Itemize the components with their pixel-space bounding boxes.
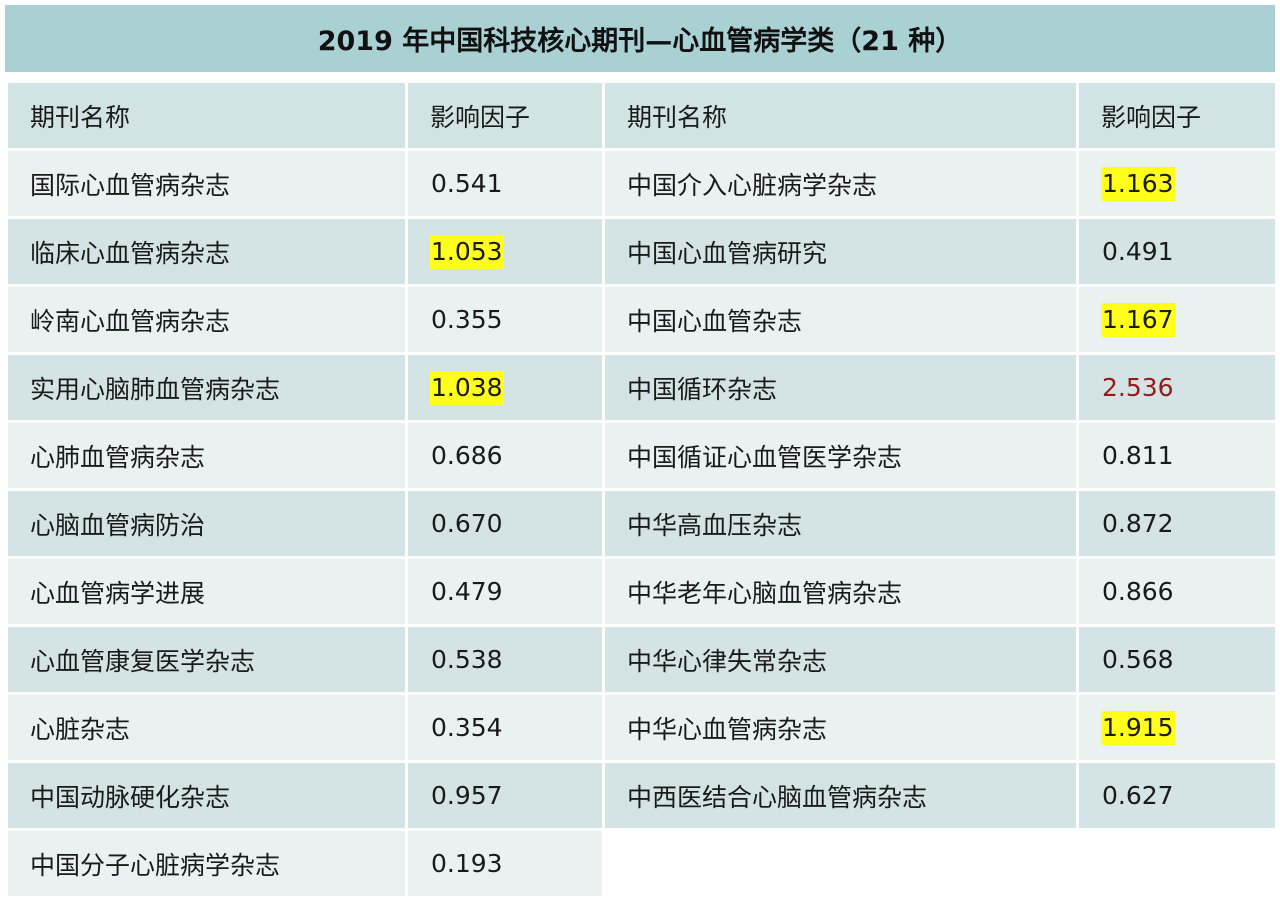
impact-factor-value: 0.538 <box>431 644 503 674</box>
impact-factor-value: 0.670 <box>431 508 503 538</box>
impact-factor-cell-left: 0.479 <box>405 556 605 627</box>
table-row: 临床心血管病杂志 1.053 中国心血管病研究 0.491 <box>5 216 1278 287</box>
impact-factor-value: 0.866 <box>1102 576 1174 606</box>
impact-factor-cell-right: 0.872 <box>1076 488 1278 559</box>
journal-name-left: 临床心血管病杂志 <box>5 216 408 287</box>
table-row: 中国分子心脏病学杂志 0.193 <box>5 828 1278 899</box>
impact-factor-cell-left: 1.053 <box>405 216 605 287</box>
journal-name-right: 中国介入心脏病学杂志 <box>602 148 1079 219</box>
impact-factor-cell-left: 0.538 <box>405 624 605 695</box>
impact-factor-value: 1.053 <box>430 234 504 269</box>
journal-table: 期刊名称 影响因子 期刊名称 影响因子 国际心血管病杂志 0.541 中国介入心脏病… <box>5 80 1278 899</box>
impact-factor-cell-left: 0.686 <box>405 420 605 491</box>
impact-factor-value: 0.957 <box>431 780 503 810</box>
journal-name-left: 中国动脉硬化杂志 <box>5 760 408 831</box>
table-row: 实用心脑肺血管病杂志 1.038 中国循环杂志 2.536 <box>5 352 1278 423</box>
journal-name-right: 中华高血压杂志 <box>602 488 1079 559</box>
table-body: 期刊名称 影响因子 期刊名称 影响因子 国际心血管病杂志 0.541 中国介入心脏病… <box>5 80 1278 899</box>
impact-factor-cell-right: 2.536 <box>1076 352 1278 423</box>
table-row: 中国动脉硬化杂志 0.957 中西医结合心脑血管病杂志 0.627 <box>5 760 1278 831</box>
impact-factor-value: 0.627 <box>1102 780 1174 810</box>
impact-factor-cell-left: 0.670 <box>405 488 605 559</box>
impact-factor-cell-left: 0.354 <box>405 692 605 763</box>
impact-factor-cell-right: 0.627 <box>1076 760 1278 831</box>
journal-name-right: 中国循环杂志 <box>602 352 1079 423</box>
table-row: 心脑血管病防治 0.670 中华高血压杂志 0.872 <box>5 488 1278 559</box>
impact-factor-value: 0.811 <box>1102 440 1174 470</box>
table-row: 心血管康复医学杂志 0.538 中华心律失常杂志 0.568 <box>5 624 1278 695</box>
impact-factor-cell-left: 0.355 <box>405 284 605 355</box>
journal-name-right: 中国心血管病研究 <box>602 216 1079 287</box>
impact-factor-value: 0.355 <box>431 304 503 334</box>
empty-cell <box>1076 828 1278 899</box>
header-row: 期刊名称 影响因子 期刊名称 影响因子 <box>5 80 1278 151</box>
impact-factor-cell-right: 0.491 <box>1076 216 1278 287</box>
impact-factor-value: 0.479 <box>431 576 503 606</box>
impact-factor-value: 0.568 <box>1102 644 1174 674</box>
header-impact-factor-left: 影响因子 <box>405 80 605 151</box>
header-journal-name-right: 期刊名称 <box>602 80 1079 151</box>
journal-name-left: 心血管病学进展 <box>5 556 408 627</box>
impact-factor-cell-right: 1.163 <box>1076 148 1278 219</box>
table-row: 国际心血管病杂志 0.541 中国介入心脏病学杂志 1.163 <box>5 148 1278 219</box>
header-impact-factor-right: 影响因子 <box>1076 80 1278 151</box>
journal-name-right: 中华心血管病杂志 <box>602 692 1079 763</box>
impact-factor-cell-left: 0.541 <box>405 148 605 219</box>
impact-factor-cell-left: 1.038 <box>405 352 605 423</box>
impact-factor-cell-right: 0.568 <box>1076 624 1278 695</box>
impact-factor-value: 0.686 <box>431 440 503 470</box>
header-journal-name-left: 期刊名称 <box>5 80 408 151</box>
journal-name-right: 中西医结合心脑血管病杂志 <box>602 760 1079 831</box>
impact-factor-cell-right: 1.915 <box>1076 692 1278 763</box>
journal-name-left: 心肺血管病杂志 <box>5 420 408 491</box>
impact-factor-cell-right: 0.811 <box>1076 420 1278 491</box>
journal-name-left: 心血管康复医学杂志 <box>5 624 408 695</box>
impact-factor-value: 2.536 <box>1102 372 1174 402</box>
journal-name-left: 心脏杂志 <box>5 692 408 763</box>
journal-name-left: 中国分子心脏病学杂志 <box>5 828 408 899</box>
journal-name-left: 实用心脑肺血管病杂志 <box>5 352 408 423</box>
table-title: 2019 年中国科技核心期刊—心血管病学类（21 种） <box>5 5 1275 72</box>
journal-name-left: 岭南心血管病杂志 <box>5 284 408 355</box>
impact-factor-cell-left: 0.957 <box>405 760 605 831</box>
impact-factor-value: 1.915 <box>1101 710 1175 745</box>
impact-factor-value: 0.491 <box>1102 236 1174 266</box>
impact-factor-value: 0.541 <box>431 168 503 198</box>
impact-factor-value: 0.193 <box>431 848 503 878</box>
table-row: 心脏杂志 0.354 中华心血管病杂志 1.915 <box>5 692 1278 763</box>
impact-factor-cell-left: 0.193 <box>405 828 605 899</box>
empty-cell <box>602 828 1079 899</box>
impact-factor-value: 1.038 <box>430 370 504 405</box>
journal-name-left: 心脑血管病防治 <box>5 488 408 559</box>
journal-name-right: 中华老年心脑血管病杂志 <box>602 556 1079 627</box>
impact-factor-value: 0.354 <box>431 712 503 742</box>
journal-name-right: 中国循证心血管医学杂志 <box>602 420 1079 491</box>
impact-factor-cell-right: 0.866 <box>1076 556 1278 627</box>
impact-factor-value: 1.163 <box>1101 166 1175 201</box>
table-row: 岭南心血管病杂志 0.355 中国心血管杂志 1.167 <box>5 284 1278 355</box>
journal-name-left: 国际心血管病杂志 <box>5 148 408 219</box>
table-row: 心血管病学进展 0.479 中华老年心脑血管病杂志 0.866 <box>5 556 1278 627</box>
journal-name-right: 中华心律失常杂志 <box>602 624 1079 695</box>
table-row: 心肺血管病杂志 0.686 中国循证心血管医学杂志 0.811 <box>5 420 1278 491</box>
impact-factor-value: 1.167 <box>1101 302 1175 337</box>
impact-factor-value: 0.872 <box>1102 508 1174 538</box>
impact-factor-cell-right: 1.167 <box>1076 284 1278 355</box>
journal-name-right: 中国心血管杂志 <box>602 284 1079 355</box>
